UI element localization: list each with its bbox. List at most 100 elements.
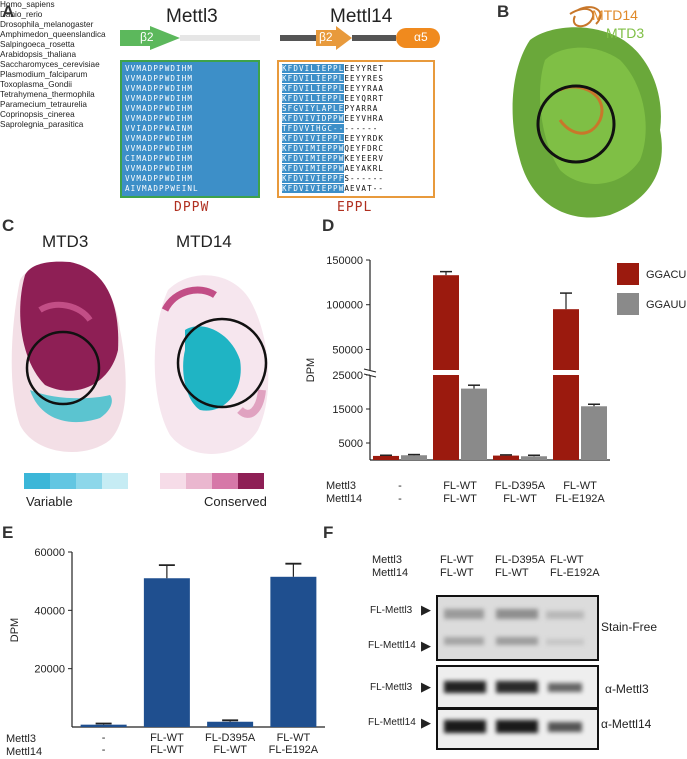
lane-label-mettl14: FL-WT [495,567,529,579]
sequence-row: VVMADPPWDIHM [125,64,194,73]
species-name: Saprolegnia_parasitica [0,120,84,129]
sequence-row: KFDVIVIDPPWEEYVHRA [282,114,385,123]
chart-e-row-labels: Mettl3 Mettl14 [6,733,42,759]
secondary-structure-diagram [120,26,440,50]
condition-mettl3: FL-WT [150,732,184,744]
bar-ggacu [493,455,519,460]
sequence-row: VVMADPPWDIHM [125,164,194,173]
sequence-row: VVMADPPWDIHM [125,94,194,103]
y-tick-label: 60000 [34,547,65,559]
species-name: Paramecium_tetraurelia [0,100,87,109]
condition-mettl3: FL-D395A [494,480,546,492]
alpha-mettl3-blot [436,665,599,709]
bar-ggauu [461,388,487,460]
species-name: Tetrahymena_thermophila [0,90,95,99]
bar [80,724,127,727]
condition-mettl3: FL-WT [563,480,597,492]
species-list: Homo_sapiens Danio_rerio Drosophila_melano… [0,0,118,130]
panel-label-d: D [322,216,335,235]
sequence-row: KFDVIVIEPPLEEYYRDK [282,134,385,143]
axis-break-mark [363,368,377,373]
condition-mettl3: - [398,480,402,492]
mtd14-label: MTD14 [592,7,638,23]
sequence-row: KFDVIMIEPPWQEYFDRC [282,144,385,153]
lane-label-mettl14: FL-WT [440,567,474,579]
panel-f-mettl14-label: Mettl14 [372,567,409,579]
blot-row-label-1: FL-Mettl3 [370,605,413,616]
species-name: Plasmodium_falciparum [0,70,88,79]
lane-label-mettl14: FL-E192A [550,567,600,579]
chart-d: 50000 100000 150000 5000 15000 25000 DPM GGACU G… [305,255,686,461]
species-name: Danio_rerio [0,10,43,19]
bar-ggauu [401,455,427,460]
condition-mettl3: - [101,732,106,744]
legend-variable: Variable [26,494,73,509]
sequence-row: KFDVIMIEPPWKEYEERV [282,154,385,163]
beta2-label-mettl3: β2 [140,30,154,44]
panel-label-e: E [2,523,14,542]
species-name: Saccharomyces_cerevisiae [0,60,100,69]
sequence-row: TFDVVIHGC-------- [282,124,379,133]
species-name: Homo_sapiens [0,0,55,9]
bar-ggacu [433,275,459,370]
condition-mettl14: - [101,744,106,756]
sequence-row: CIMADPPWDIHM [125,154,194,163]
arrow-right-icon: ▶ [421,715,431,730]
y-tick-label: 40000 [34,605,65,617]
sequence-row: SFGVIYLAPLEPYARRA [282,104,379,113]
bar-ggacu [373,455,399,460]
bar [207,721,254,727]
bar-ggacu [433,375,459,460]
sequence-row: KFDVILIEPPLEEYYRAA [282,84,385,93]
y-axis-label: DPM [9,618,21,642]
sequence-row: KFDVIVIEPPFS------ [282,174,385,183]
eppl-motif-label: EPPL [337,200,373,215]
arrow-right-icon: ▶ [421,602,431,617]
legend-label-ggacu: GGACU [646,269,686,281]
bar [270,576,317,727]
chart-d-mettl14-label: Mettl14 [326,493,363,505]
species-name: Toxoplasma_Gondii [0,80,72,89]
panel-label-c: C [2,216,15,235]
mtd-structure-image [512,6,662,218]
chart-e-mettl3-label: Mettl3 [6,733,36,745]
sequence-row: VVMADPPWDIHM [125,134,194,143]
stain-free-label: Stain-Free [601,620,658,634]
dppw-motif-label: DPPW [174,200,210,215]
conservation-surfaces [11,261,269,454]
condition-mettl3: FL-WT [276,732,311,744]
sequence-row: AIVMADPPWEINL [125,184,199,193]
blot-row-label-2: FL-Mettl14 [368,640,416,651]
condition-mettl14: FL-E192A [555,493,605,505]
chart-d-mettl3-label: Mettl3 [326,480,356,492]
y-tick-label: 20000 [34,664,65,676]
legend-swatch-ggacu [617,263,639,285]
bar-ggacu [553,309,579,370]
alpha5-label: α5 [414,30,428,44]
sequence-row: KFDVILIEPPLEEYYRET [282,64,385,73]
mettl3-title: Mettl3 [166,6,218,27]
condition-mettl3: FL-D395A [205,732,256,744]
condition-mettl14: FL-WT [150,744,184,756]
condition-mettl3: FL-WT [443,480,477,492]
panel-label-f: F [323,523,334,542]
mettl14-alignment: KFDVILIEPPLEEYYRET KFDVILIEPPLEEYYRES KFDV… [277,60,435,198]
species-name: Amphimedon_queenslandica [0,30,106,39]
y-tick-label: 100000 [326,300,363,312]
sequence-row: VVMADPPWDIHM [125,84,194,93]
panel-f-mettl3-label: Mettl3 [372,554,402,566]
chart-e-mettl14-label: Mettl14 [6,746,43,758]
legend-swatch-ggauu [617,293,639,315]
lane-label-mettl3: FL-WT [550,554,584,566]
mtd3-label: MTD3 [606,25,645,41]
conservation-color-scale [24,473,264,489]
alpha-mettl14-blot [436,708,599,750]
y-tick-label: 150000 [326,255,363,267]
panel-label-b: B [497,2,510,21]
sequence-row: VVMADPPWDIHM [125,74,194,83]
chart-e: 20000 40000 60000 DPM [9,547,325,728]
bar [143,578,190,727]
bar-ggauu [521,456,547,460]
legend-conserved: Conserved [204,494,267,509]
sequence-row: VVMADPPWDIHM [125,174,194,183]
